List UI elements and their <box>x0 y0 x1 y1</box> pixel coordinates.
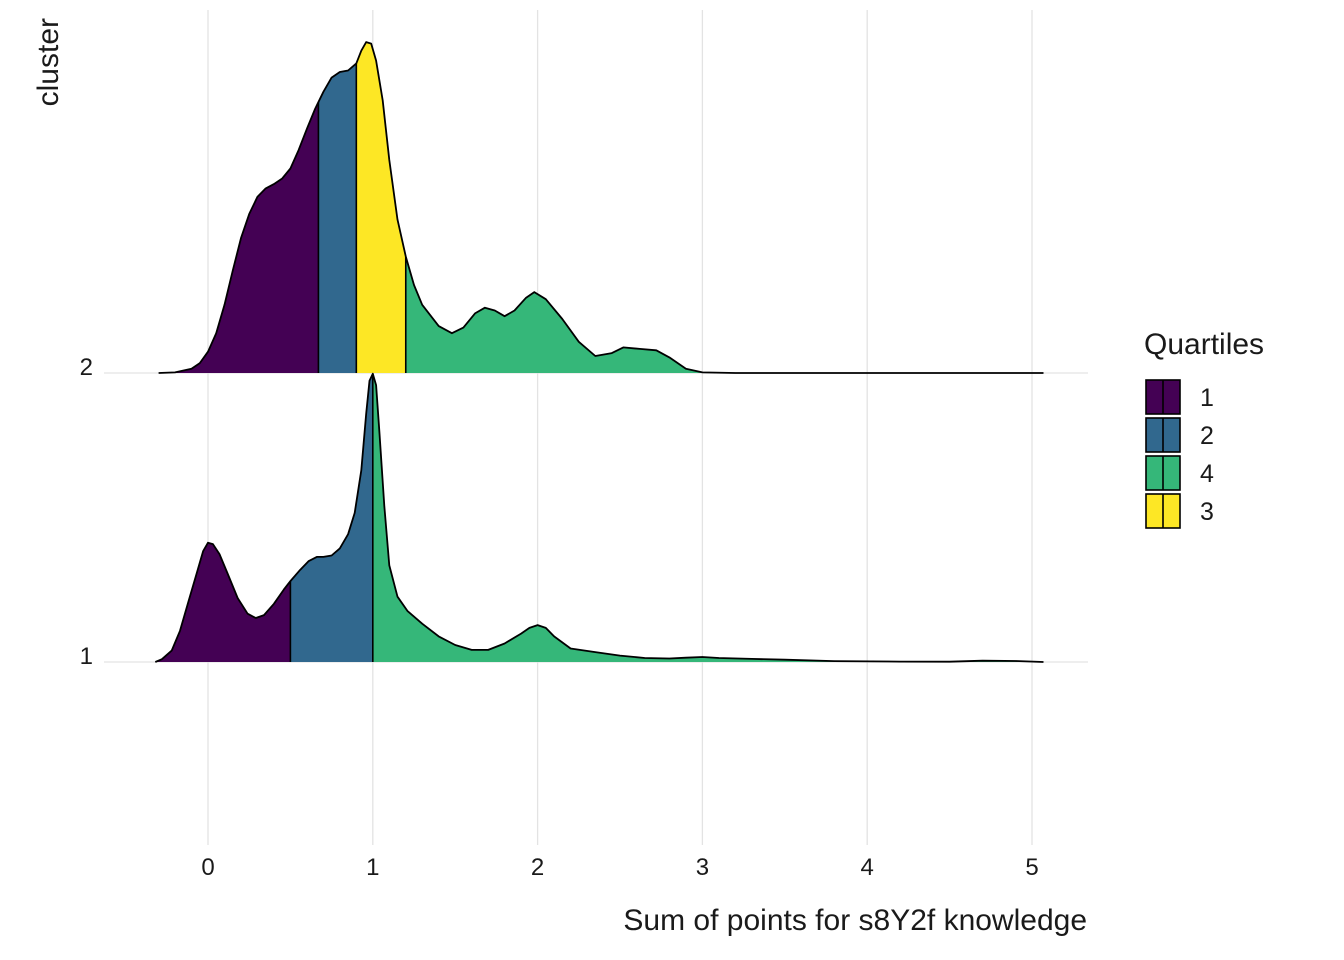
x-axis-title: Sum of points for s8Y2f knowledge <box>623 904 1087 937</box>
ridges <box>154 41 1044 663</box>
legend-item-2: 2 <box>1145 417 1214 453</box>
density-outline <box>154 372 1044 663</box>
legend-label: 4 <box>1200 460 1214 488</box>
y-tick-label: 2 <box>80 354 93 381</box>
legend: Quartiles 1 2 4 3 <box>1144 328 1264 529</box>
x-tick-label: 3 <box>696 854 709 881</box>
quartile-segment-2 <box>318 63 357 374</box>
legend-title: Quartiles <box>1144 328 1264 361</box>
x-tick-label: 5 <box>1025 854 1038 881</box>
quartile-segment-3 <box>356 42 406 373</box>
x-tick-label: 4 <box>861 854 874 881</box>
legend-label: 3 <box>1200 498 1214 526</box>
x-axis-ticks: 0 1 2 3 4 5 <box>201 854 1038 881</box>
legend-items: 1 2 4 3 <box>1145 379 1214 529</box>
y-axis-ticks: 12 <box>80 354 93 670</box>
quartile-segment-4 <box>405 256 1044 373</box>
ridge-cluster-2 <box>158 41 1044 374</box>
y-axis-title: cluster <box>32 18 65 106</box>
legend-label: 2 <box>1200 422 1214 450</box>
legend-item-3: 3 <box>1145 493 1214 529</box>
legend-item-4: 4 <box>1145 455 1214 491</box>
quartile-segment-1 <box>158 102 319 373</box>
quartile-segment-1 <box>155 542 291 662</box>
ridge-cluster-1 <box>154 372 1044 663</box>
x-tick-label: 2 <box>531 854 544 881</box>
density-outline <box>158 41 1044 374</box>
x-tick-label: 0 <box>201 854 214 881</box>
gridlines <box>104 10 1088 845</box>
y-tick-label: 1 <box>80 643 93 670</box>
quartile-segment-2 <box>290 373 373 662</box>
quartile-segment-4 <box>372 373 1044 662</box>
legend-label: 1 <box>1200 384 1214 412</box>
x-tick-label: 1 <box>366 854 379 881</box>
legend-item-1: 1 <box>1145 379 1214 415</box>
